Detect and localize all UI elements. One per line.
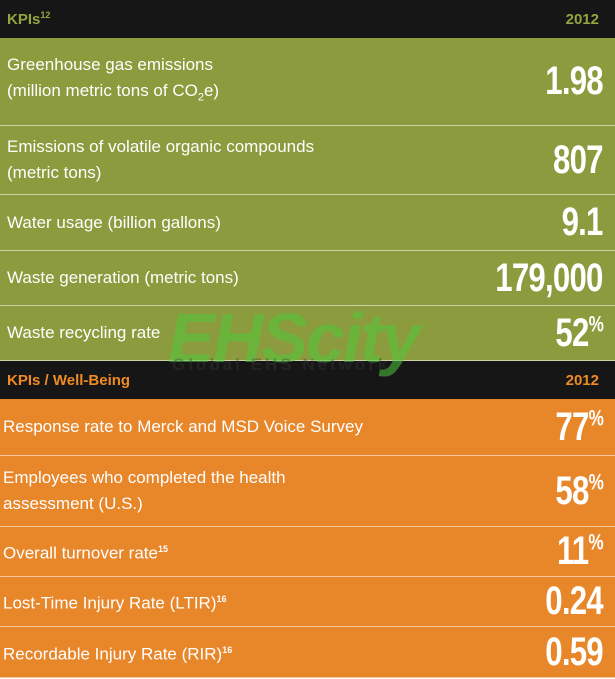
- label-line: Lost-Time Injury Rate (LTIR)16: [3, 586, 227, 617]
- kpi-label: Greenhouse gas emissions (million metric …: [7, 52, 219, 110]
- label-text: Waste recycling rate: [7, 323, 161, 342]
- watermark-title: EHScity: [168, 299, 421, 377]
- kpi-value: 77%: [555, 405, 603, 450]
- value-number: 807: [553, 137, 604, 182]
- label-line: Greenhouse gas emissions: [7, 52, 219, 78]
- kpi-value: 0.59: [545, 630, 603, 675]
- header-title: KPIs / Well-Being: [7, 371, 131, 389]
- header-year: 2012: [565, 371, 599, 389]
- kpi-row: Waste recycling rate 52%: [0, 306, 615, 361]
- table-header: KPIs / Well-Being 2012: [0, 361, 615, 399]
- kpi-row: Employees who completed the health assess…: [0, 456, 615, 527]
- kpi-label: Water usage (billion gallons): [7, 210, 221, 236]
- value-unit: %: [588, 311, 604, 337]
- kpi-value: 1.98: [545, 59, 603, 104]
- kpi-label: Recordable Injury Rate (RIR)16: [3, 637, 232, 668]
- label-line: Water usage (billion gallons): [7, 210, 221, 236]
- label-text: Water usage (billion gallons): [7, 212, 221, 232]
- value-number: 52: [555, 310, 589, 355]
- kpi-value: 52%: [555, 311, 603, 356]
- value-number: 58: [555, 468, 589, 513]
- label-text: Recordable Injury Rate (RIR): [3, 644, 223, 664]
- kpi-label: Lost-Time Injury Rate (LTIR)16: [3, 586, 227, 617]
- label-text: Overall turnover rate: [3, 543, 158, 563]
- kpi-label: Emissions of volatile organic compounds (…: [7, 134, 314, 186]
- kpi-value: 807: [553, 137, 604, 183]
- kpi-label: Waste recycling rate: [7, 320, 160, 346]
- value-number: 0.59: [545, 629, 603, 674]
- kpi-label: Overall turnover rate15: [3, 536, 168, 567]
- header-year: 2012: [565, 10, 599, 28]
- label-text: Lost-Time Injury Rate (LTIR): [3, 593, 217, 613]
- label-line: Overall turnover rate15: [3, 536, 168, 567]
- kpi-row: Response rate to Merck and MSD Voice Sur…: [0, 399, 615, 456]
- value-number: 179,000: [495, 255, 604, 300]
- label-line: Waste recycling rate: [7, 320, 160, 346]
- kpi-value: 0.24: [545, 579, 603, 624]
- value-number: 0.24: [545, 579, 603, 623]
- header-title-group: KPIs / Well-Being: [7, 372, 130, 389]
- watermark-subtitle: Global EHS Network: [172, 355, 391, 374]
- label-line: Emissions of volatile organic compounds: [7, 134, 314, 160]
- kpi-value: 9.1: [561, 200, 604, 245]
- kpi-table: KPIs / Well-Being 2012 Response rate to Me…: [0, 361, 615, 678]
- label-line: Recordable Injury Rate (RIR)16: [3, 637, 232, 668]
- label-text: 16: [216, 594, 227, 605]
- header-title-group: KPIs12: [7, 10, 50, 28]
- kpi-row: Overall turnover rate15 11%: [0, 527, 615, 577]
- label-text: 2: [197, 91, 204, 104]
- label-line: assessment (U.S.): [3, 491, 286, 517]
- kpi-label: Waste generation (metric tons): [7, 265, 239, 291]
- label-line: Waste generation (metric tons): [7, 265, 239, 291]
- kpi-row: Recordable Injury Rate (RIR)16 0.59: [0, 627, 615, 678]
- label-line: (million metric tons of CO2e): [7, 78, 219, 110]
- value-unit: %: [588, 405, 604, 431]
- label-text: Emissions of volatile organic compounds: [7, 137, 315, 156]
- value-number: 1.98: [545, 59, 603, 103]
- label-text: Waste generation (metric tons): [7, 268, 239, 287]
- label-text: (metric tons): [7, 163, 102, 182]
- kpi-row: Waste generation (metric tons) 179,000: [0, 251, 615, 306]
- kpi-row: Greenhouse gas emissions (million metric …: [0, 38, 615, 126]
- value-number: 9.1: [561, 200, 604, 244]
- kpi-value: 11%: [557, 529, 604, 574]
- label-text: 15: [157, 544, 168, 555]
- header-title: KPIs: [7, 11, 41, 28]
- value-number: 11: [557, 529, 589, 573]
- value-number: 77: [555, 404, 589, 449]
- kpi-value: 179,000: [495, 255, 604, 301]
- label-text: 16: [222, 644, 233, 655]
- label-text: assessment (U.S.): [3, 494, 143, 513]
- kpi-label: Response rate to Merck and MSD Voice Sur…: [3, 414, 363, 440]
- header-note: 12: [40, 10, 51, 20]
- value-unit: %: [588, 469, 604, 495]
- kpi-table: KPIs12 2012 Greenhouse gas emissions (milli…: [0, 0, 615, 361]
- label-line: Employees who completed the health: [3, 465, 286, 491]
- value-unit: %: [588, 529, 604, 555]
- label-text: e): [203, 81, 220, 101]
- table-header: KPIs12 2012: [0, 0, 615, 38]
- label-text: Greenhouse gas emissions: [7, 55, 214, 75]
- label-line: Response rate to Merck and MSD Voice Sur…: [3, 414, 363, 440]
- label-text: Employees who completed the health: [3, 468, 286, 487]
- kpi-label: Employees who completed the health assess…: [3, 465, 286, 517]
- label-text: (million metric tons of CO: [7, 81, 198, 101]
- kpi-row: Water usage (billion gallons) 9.1: [0, 195, 615, 251]
- label-line: (metric tons): [7, 160, 314, 186]
- kpi-value: 58%: [555, 469, 603, 514]
- kpi-row: Emissions of volatile organic compounds (…: [0, 126, 615, 195]
- kpi-row: Lost-Time Injury Rate (LTIR)16 0.24: [0, 577, 615, 627]
- label-text: Response rate to Merck and MSD Voice Sur…: [3, 417, 363, 436]
